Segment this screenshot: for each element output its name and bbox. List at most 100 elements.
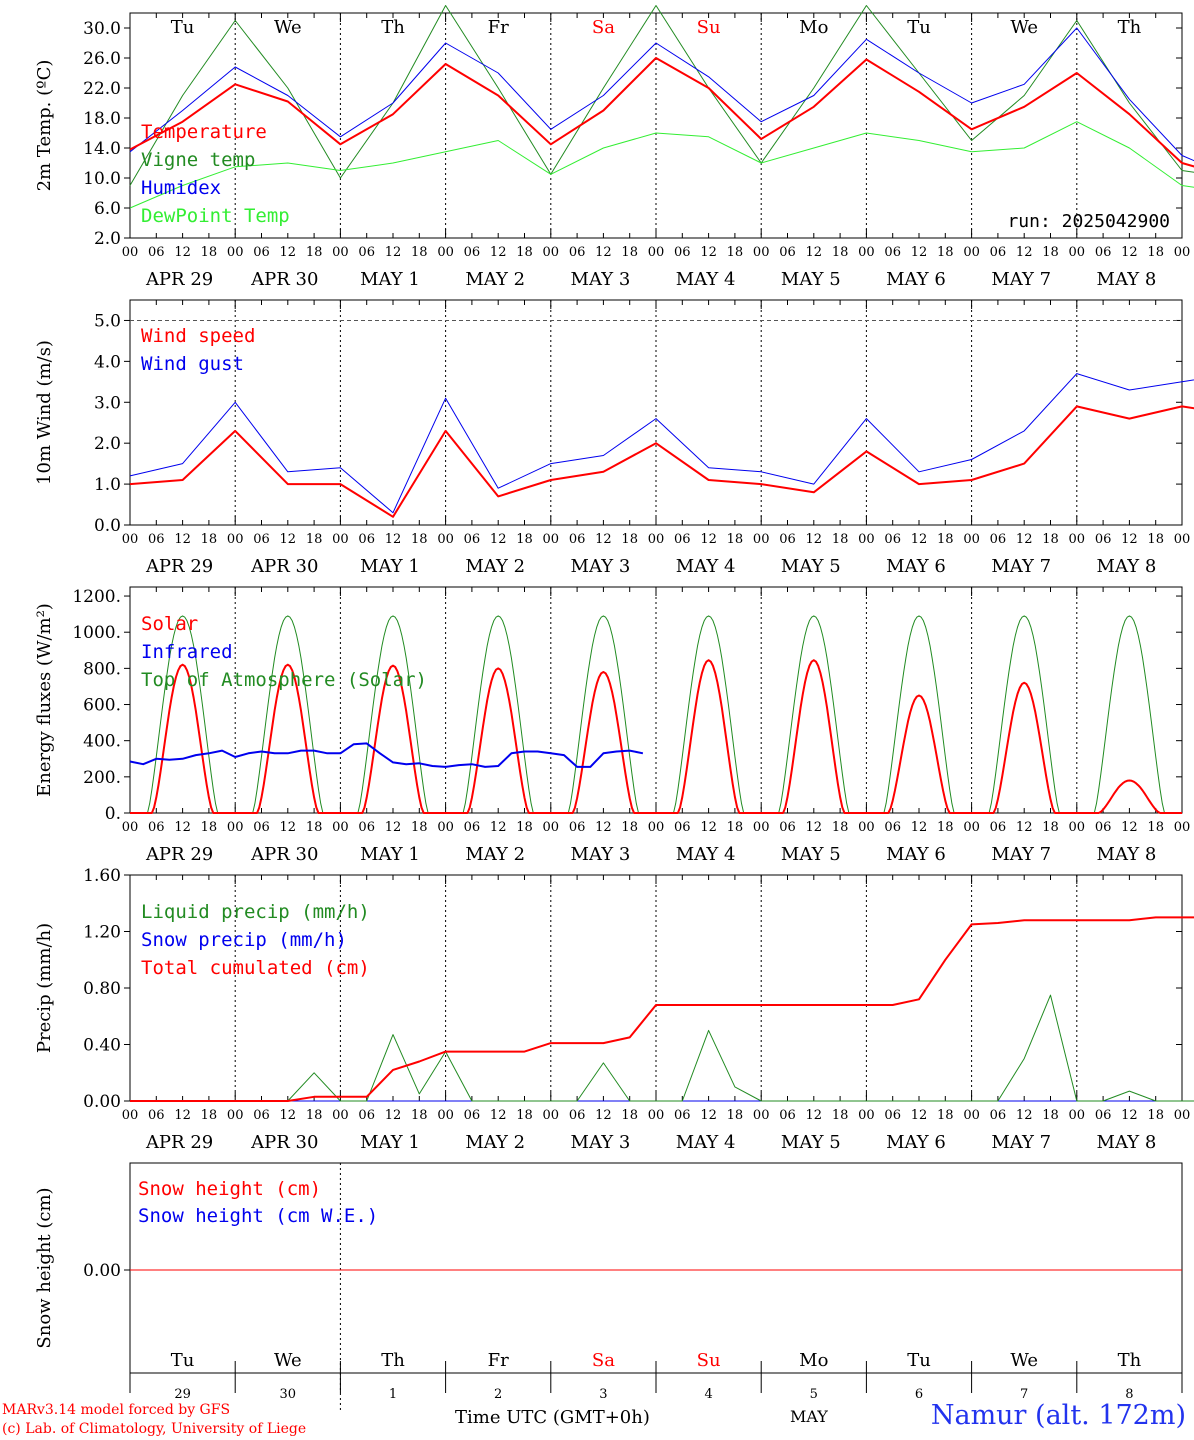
y-tick-label: 1000. <box>72 623 121 643</box>
hour-tick-label: 06 <box>779 1108 796 1123</box>
hour-tick-label: 06 <box>779 532 796 547</box>
time-axis-label: Time UTC (GMT+0h) <box>455 1407 650 1428</box>
hour-tick-label: 06 <box>358 1108 375 1123</box>
hour-tick-label: 06 <box>674 245 691 260</box>
hour-tick-label: 12 <box>174 1108 191 1123</box>
date-label: MAY 8 <box>1097 844 1157 865</box>
weekday-label: Sa <box>592 1350 615 1371</box>
hour-tick-label: 12 <box>700 1108 717 1123</box>
hour-tick-label: 18 <box>832 1108 849 1123</box>
hour-tick-label: 00 <box>858 820 875 835</box>
date-label: MAY 1 <box>360 1132 420 1153</box>
hour-tick-label: 06 <box>1095 820 1112 835</box>
hour-tick-label: 06 <box>569 1108 586 1123</box>
y-tick-label: 18.0 <box>83 109 121 129</box>
legend-0-2: Humidex <box>141 177 221 199</box>
y-tick-label: 600. <box>83 696 121 716</box>
hour-tick-label: 00 <box>963 1108 980 1123</box>
y-tick-label: 400. <box>83 732 121 752</box>
date-label: MAY 4 <box>676 556 736 577</box>
date-label: MAY 2 <box>465 556 525 577</box>
hour-tick-label: 00 <box>437 820 454 835</box>
weekday-label: Tu <box>171 17 195 38</box>
hour-tick-label: 06 <box>253 532 270 547</box>
legend-3-0: Liquid precip (mm/h) <box>141 901 370 923</box>
hour-tick-label: 00 <box>332 532 349 547</box>
hour-tick-label: 18 <box>516 820 533 835</box>
legend-3-1: Snow precip (mm/h) <box>141 929 347 951</box>
hour-tick-label: 12 <box>595 1108 612 1123</box>
hour-tick-label: 18 <box>937 245 954 260</box>
hour-tick-label: 00 <box>122 245 139 260</box>
hour-tick-label: 12 <box>595 245 612 260</box>
hour-tick-label: 12 <box>911 532 928 547</box>
hour-tick-label: 00 <box>753 1108 770 1123</box>
hour-tick-label: 00 <box>858 532 875 547</box>
hour-tick-label: 12 <box>280 1108 297 1123</box>
hour-tick-label: 18 <box>201 820 218 835</box>
hour-tick-label: 06 <box>674 820 691 835</box>
hour-tick-label: 18 <box>1147 245 1164 260</box>
legend-4-0: Snow height (cm) <box>138 1178 321 1200</box>
hour-tick-label: 12 <box>490 820 507 835</box>
hour-tick-label: 06 <box>779 245 796 260</box>
hour-tick-label: 18 <box>516 245 533 260</box>
y-axis-label-0: 2m Temp. (ºC) <box>34 60 55 192</box>
day-number-label: 2 <box>494 1387 502 1402</box>
weekday-label: Tu <box>907 17 931 38</box>
date-label: APR 30 <box>250 556 318 577</box>
date-label: MAY 6 <box>886 1132 946 1153</box>
series-line-0-1 <box>129 5 1194 186</box>
hour-tick-label: 18 <box>201 532 218 547</box>
hour-tick-label: 06 <box>358 532 375 547</box>
date-label: APR 29 <box>145 1132 213 1153</box>
day-number-label: 3 <box>599 1387 607 1402</box>
hour-tick-label: 18 <box>411 245 428 260</box>
hour-tick-label: 12 <box>700 532 717 547</box>
y-tick-label: 10.0 <box>83 169 121 189</box>
hour-tick-label: 12 <box>490 245 507 260</box>
legend-3-2: Total cumulated (cm) <box>141 957 370 979</box>
hour-tick-label: 18 <box>1042 245 1059 260</box>
date-label: MAY 5 <box>781 269 841 290</box>
hour-tick-label: 18 <box>937 1108 954 1123</box>
y-tick-label: 200. <box>83 768 121 788</box>
hour-tick-label: 18 <box>727 532 744 547</box>
hour-tick-label: 00 <box>543 820 560 835</box>
hour-tick-label: 18 <box>201 1108 218 1123</box>
hour-tick-label: 18 <box>1042 820 1059 835</box>
hour-tick-label: 12 <box>385 820 402 835</box>
date-label: APR 30 <box>250 269 318 290</box>
y-tick-label: 0.80 <box>83 979 121 999</box>
legend-2-0: Solar <box>141 613 198 635</box>
hour-tick-label: 18 <box>516 532 533 547</box>
hour-tick-label: 00 <box>648 245 665 260</box>
hour-tick-label: 00 <box>1174 1108 1191 1123</box>
hour-tick-label: 06 <box>990 820 1007 835</box>
hour-tick-label: 00 <box>543 245 560 260</box>
hour-tick-label: 06 <box>148 532 165 547</box>
series-line-0-2 <box>129 27 1194 162</box>
weekday-label: Mo <box>799 17 828 38</box>
hour-tick-label: 00 <box>227 245 244 260</box>
hour-tick-label: 00 <box>227 532 244 547</box>
hour-tick-label: 12 <box>595 532 612 547</box>
hour-tick-label: 18 <box>1042 532 1059 547</box>
hour-tick-label: 18 <box>201 245 218 260</box>
weekday-label: Tu <box>907 1350 931 1371</box>
hour-tick-label: 18 <box>621 1108 638 1123</box>
legend-0-3: DewPoint Temp <box>141 205 290 227</box>
hour-tick-label: 18 <box>411 1108 428 1123</box>
y-tick-label: 1.0 <box>94 475 121 495</box>
series-line-0-3 <box>129 121 1194 209</box>
date-label: APR 30 <box>250 844 318 865</box>
series-line-2-1 <box>129 742 644 768</box>
hour-tick-label: 12 <box>1121 1108 1138 1123</box>
hour-tick-label: 00 <box>858 245 875 260</box>
y-tick-label: 800. <box>83 659 121 679</box>
y-tick-label: 0.0 <box>94 516 121 536</box>
y-tick-label: 0.00 <box>83 1092 121 1112</box>
hour-tick-label: 06 <box>990 245 1007 260</box>
date-label: MAY 7 <box>991 844 1051 865</box>
